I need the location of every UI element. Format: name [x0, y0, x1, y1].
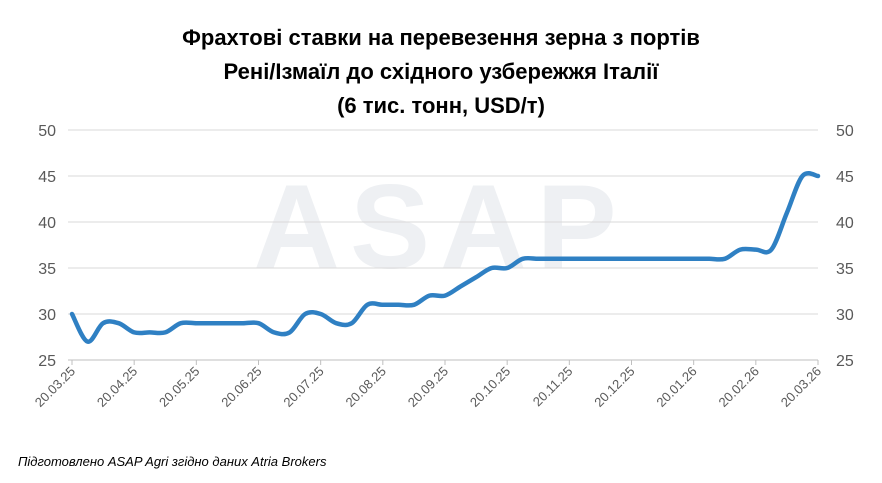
y2-tick-label: 25 [836, 353, 854, 370]
watermark: ASAP [253, 160, 626, 294]
x-tick-label: 20.11.25 [530, 364, 576, 410]
y2-tick-label: 35 [836, 261, 854, 278]
x-tick-label: 20.06.25 [218, 364, 264, 410]
y-tick-label: 25 [38, 353, 56, 370]
x-tick-label: 20.09.25 [405, 364, 451, 410]
y-tick-label: 45 [38, 169, 56, 186]
chart-title: (6 тис. тонн, USD/т) [337, 93, 545, 118]
x-tick-label: 20.12.25 [591, 364, 637, 410]
x-tick-label: 20.05.25 [156, 364, 202, 410]
y2-tick-label: 50 [836, 123, 854, 140]
y-tick-label: 35 [38, 261, 56, 278]
y2-tick-label: 45 [836, 169, 854, 186]
x-tick-label: 20.02.26 [716, 364, 762, 410]
source-note: Підготовлено ASAP Agri згідно даних Atri… [18, 454, 327, 469]
x-tick-label: 20.03.25 [32, 364, 78, 410]
chart-title: Фрахтові ставки на перевезення зерна з п… [182, 25, 700, 50]
y2-tick-label: 30 [836, 307, 854, 324]
y2-tick-label: 40 [836, 215, 854, 232]
x-tick-label: 20.08.25 [343, 364, 389, 410]
y-tick-label: 40 [38, 215, 56, 232]
y-tick-label: 50 [38, 123, 56, 140]
x-tick-label: 20.07.25 [280, 364, 326, 410]
x-tick-label: 20.01.26 [653, 364, 699, 410]
x-tick-label: 20.03.26 [778, 364, 824, 410]
data-line [69, 171, 821, 344]
chart-title: Рені/Ізмаїл до східного узбережжя Італії [224, 59, 660, 84]
x-tick-label: 20.10.25 [467, 364, 513, 410]
x-tick-label: 20.04.25 [94, 364, 140, 410]
y-tick-label: 30 [38, 307, 56, 324]
